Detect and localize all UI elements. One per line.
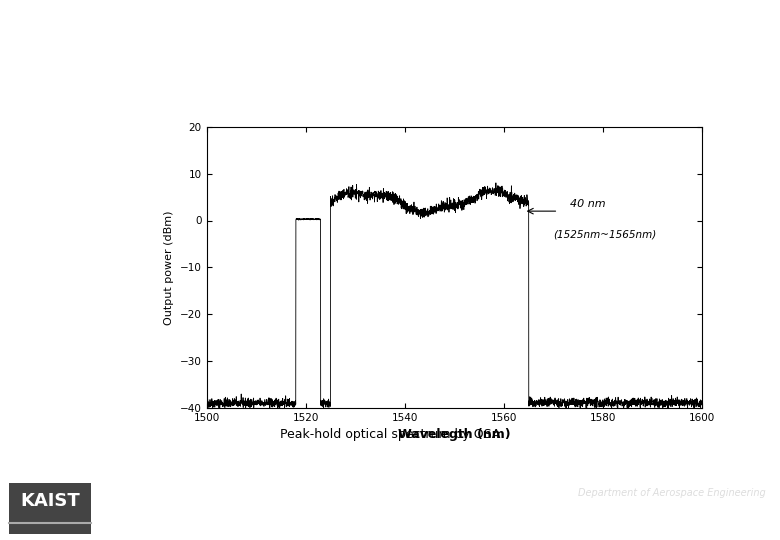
Text: KAIST: KAIST: [20, 492, 80, 510]
Text: Department of Aerospace Engineering: Department of Aerospace Engineering: [578, 488, 766, 498]
Text: - 12 -: - 12 -: [735, 58, 760, 69]
FancyBboxPatch shape: [9, 483, 91, 534]
Text: Smart Structures and Composites Laboratory: Smart Structures and Composites Laborato…: [427, 513, 766, 526]
Text: 40 nm: 40 nm: [563, 199, 606, 209]
Y-axis label: Output power (dBm): Output power (dBm): [165, 210, 175, 325]
X-axis label: Wavelegth (nm): Wavelegth (nm): [398, 428, 511, 441]
Text: (1525nm~1565nm): (1525nm~1565nm): [553, 230, 657, 240]
Text: Peak-hold optical spectrum by OSA: Peak-hold optical spectrum by OSA: [280, 428, 500, 441]
